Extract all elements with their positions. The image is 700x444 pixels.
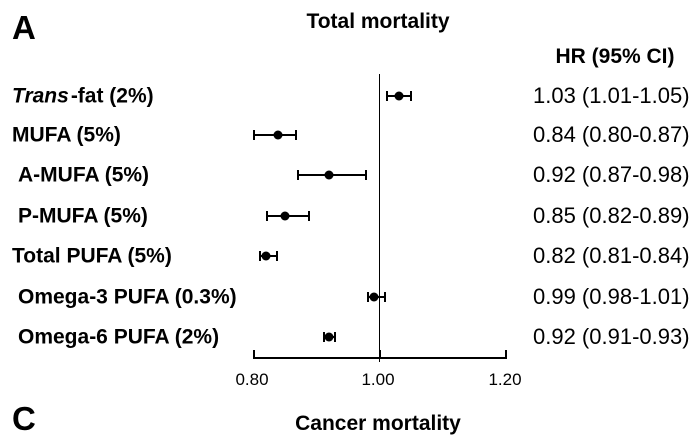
hr-ci-value: 0.92 (0.91-0.93) xyxy=(533,324,690,349)
x-axis-tick-100 xyxy=(378,350,381,358)
ci-error-bar xyxy=(253,130,298,140)
point-estimate-marker xyxy=(369,292,379,302)
ci-cap-right xyxy=(276,251,279,261)
ci-error-bar xyxy=(265,211,311,221)
point-estimate-marker xyxy=(261,251,271,261)
ci-cap-left xyxy=(265,211,268,221)
row-label: Omega-3 PUFA (0.3%) xyxy=(18,285,237,309)
ci-cap-right xyxy=(333,332,336,342)
hr-ci-value: 0.82 (0.81-0.84) xyxy=(533,243,690,268)
row-label: Total PUFA (5%) xyxy=(12,244,172,268)
point-estimate-marker xyxy=(324,170,334,180)
x-tick-label-080: 0.80 xyxy=(235,370,269,389)
x-axis-tick-120 xyxy=(505,350,507,358)
ci-cap-left xyxy=(253,130,255,140)
point-estimate-marker xyxy=(394,91,404,101)
ci-cap-left xyxy=(322,332,325,342)
x-tick-label-120: 1.20 xyxy=(488,370,522,389)
panel-c-label: C xyxy=(12,400,36,437)
ci-cap-right xyxy=(384,292,387,302)
x-tick-label-100: 1.00 xyxy=(361,370,395,389)
ci-error-bar xyxy=(259,251,279,261)
row-label: MUFA (5%) xyxy=(12,123,121,147)
row-label: Omega-6 PUFA (2%) xyxy=(18,325,220,349)
row-label: A-MUFA (5%) xyxy=(18,163,150,187)
ci-cap-right xyxy=(308,211,311,221)
ci-cap-right xyxy=(409,91,412,101)
ci-cap-right xyxy=(365,170,368,180)
ci-error-bar xyxy=(367,292,387,302)
row-label: P-MUFA (5%) xyxy=(18,204,148,228)
ci-cap-left xyxy=(367,292,370,302)
reference-line-hr-1 xyxy=(378,74,381,362)
hr-ci-value: 0.85 (0.82-0.89) xyxy=(533,203,690,228)
ci-cap-right xyxy=(295,130,298,140)
x-axis-tick-080 xyxy=(253,350,255,358)
ci-cap-left xyxy=(259,251,262,261)
ci-error-bar xyxy=(297,170,368,180)
ci-error-bar xyxy=(322,332,336,342)
point-estimate-marker xyxy=(324,332,334,342)
ci-error-bar xyxy=(386,91,412,101)
hr-ci-value: 0.84 (0.80-0.87) xyxy=(533,122,690,147)
row-label: Trans-fat (2%) xyxy=(12,84,154,108)
point-estimate-marker xyxy=(280,211,290,221)
panel-c-title: Cancer mortality xyxy=(295,412,461,435)
ci-cap-left xyxy=(386,91,389,101)
point-estimate-marker xyxy=(273,130,283,140)
hr-ci-value: 0.92 (0.87-0.98) xyxy=(533,162,690,187)
hr-column-header: HR (95% CI) xyxy=(555,45,675,68)
ci-cap-left xyxy=(297,170,300,180)
panel-a-title: Total mortality xyxy=(306,10,450,33)
hr-ci-value: 0.99 (0.98-1.01) xyxy=(533,284,690,309)
hr-ci-value: 1.03 (1.01-1.05) xyxy=(533,83,690,108)
panel-a-label: A xyxy=(12,9,36,46)
